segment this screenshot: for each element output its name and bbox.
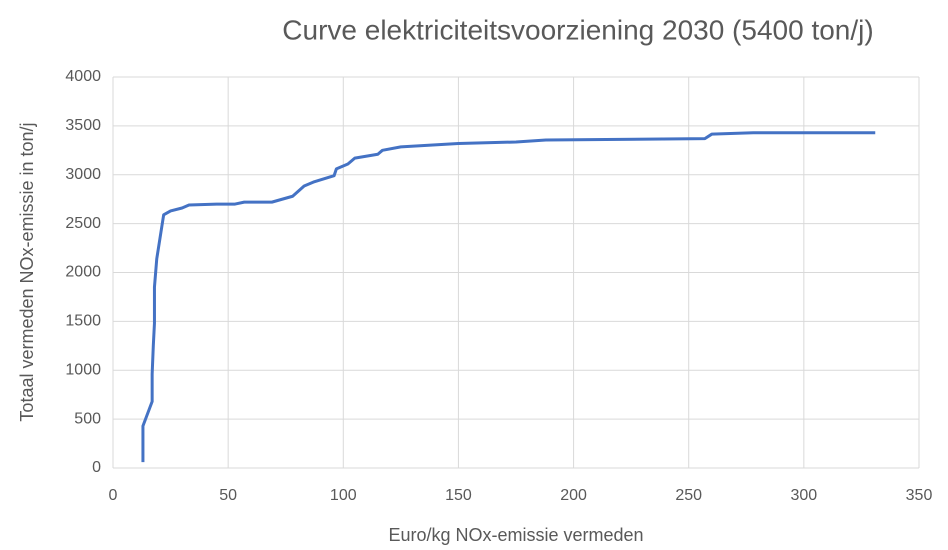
chart-title: Curve elektriciteitsvoorziening 2030 (54… — [282, 14, 873, 45]
x-tick-label: 0 — [109, 487, 118, 504]
y-tick-label: 2500 — [65, 215, 101, 232]
x-tick-label: 250 — [675, 487, 702, 504]
y-tick-label: 2000 — [65, 264, 101, 281]
y-tick-label: 3500 — [65, 117, 101, 134]
x-tick-label: 150 — [445, 487, 472, 504]
line-series — [141, 131, 876, 463]
y-tick-label: 0 — [92, 459, 101, 476]
y-tick-label: 3000 — [65, 166, 101, 183]
x-tick-label: 50 — [219, 487, 237, 504]
x-tick-label: 300 — [791, 487, 818, 504]
x-tick-label: 100 — [330, 487, 357, 504]
y-tick-label: 1000 — [65, 361, 101, 378]
y-tick-label: 500 — [74, 410, 101, 427]
y-axis-label: Totaal vermeden NOx-emissie in ton/j — [17, 122, 37, 421]
x-tick-label: 350 — [906, 487, 933, 504]
x-tick-label: 200 — [560, 487, 587, 504]
y-tick-label: 4000 — [65, 68, 101, 85]
x-axis-label: Euro/kg NOx-emissie vermeden — [388, 525, 643, 545]
y-tick-label: 1500 — [65, 313, 101, 330]
